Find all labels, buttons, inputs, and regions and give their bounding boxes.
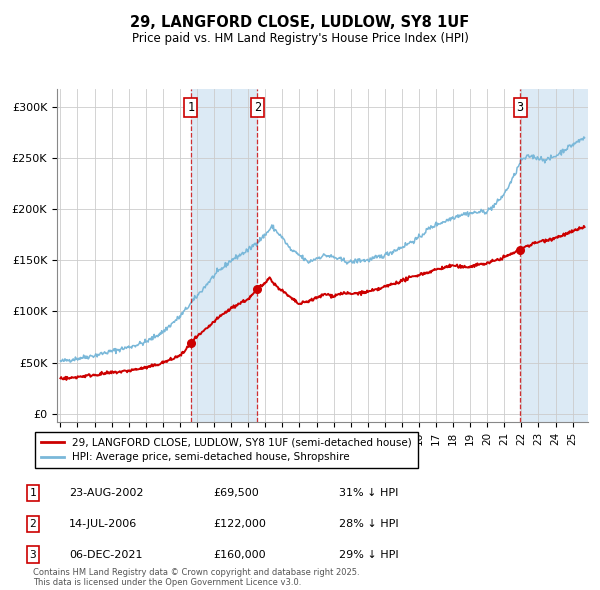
Text: 3: 3 [517, 101, 524, 114]
Text: 2: 2 [254, 101, 261, 114]
Text: 3: 3 [29, 550, 37, 559]
Text: Contains HM Land Registry data © Crown copyright and database right 2025.
This d: Contains HM Land Registry data © Crown c… [33, 568, 359, 587]
Bar [520, 88, 588, 422]
Text: 06-DEC-2021: 06-DEC-2021 [69, 550, 143, 559]
Text: 31% ↓ HPI: 31% ↓ HPI [339, 488, 398, 497]
Text: 2: 2 [29, 519, 37, 529]
Bar [191, 88, 257, 422]
Text: 29, LANGFORD CLOSE, LUDLOW, SY8 1UF: 29, LANGFORD CLOSE, LUDLOW, SY8 1UF [130, 15, 470, 30]
Text: £160,000: £160,000 [213, 550, 266, 559]
Text: 28% ↓ HPI: 28% ↓ HPI [339, 519, 398, 529]
Text: 1: 1 [187, 101, 194, 114]
Text: 1: 1 [29, 488, 37, 497]
Text: £69,500: £69,500 [213, 488, 259, 497]
Text: 29% ↓ HPI: 29% ↓ HPI [339, 550, 398, 559]
Text: £122,000: £122,000 [213, 519, 266, 529]
Text: Price paid vs. HM Land Registry's House Price Index (HPI): Price paid vs. HM Land Registry's House … [131, 32, 469, 45]
Legend: 29, LANGFORD CLOSE, LUDLOW, SY8 1UF (semi-detached house), HPI: Average price, s: 29, LANGFORD CLOSE, LUDLOW, SY8 1UF (sem… [35, 432, 418, 468]
Text: 23-AUG-2002: 23-AUG-2002 [69, 488, 143, 497]
Text: 14-JUL-2006: 14-JUL-2006 [69, 519, 137, 529]
